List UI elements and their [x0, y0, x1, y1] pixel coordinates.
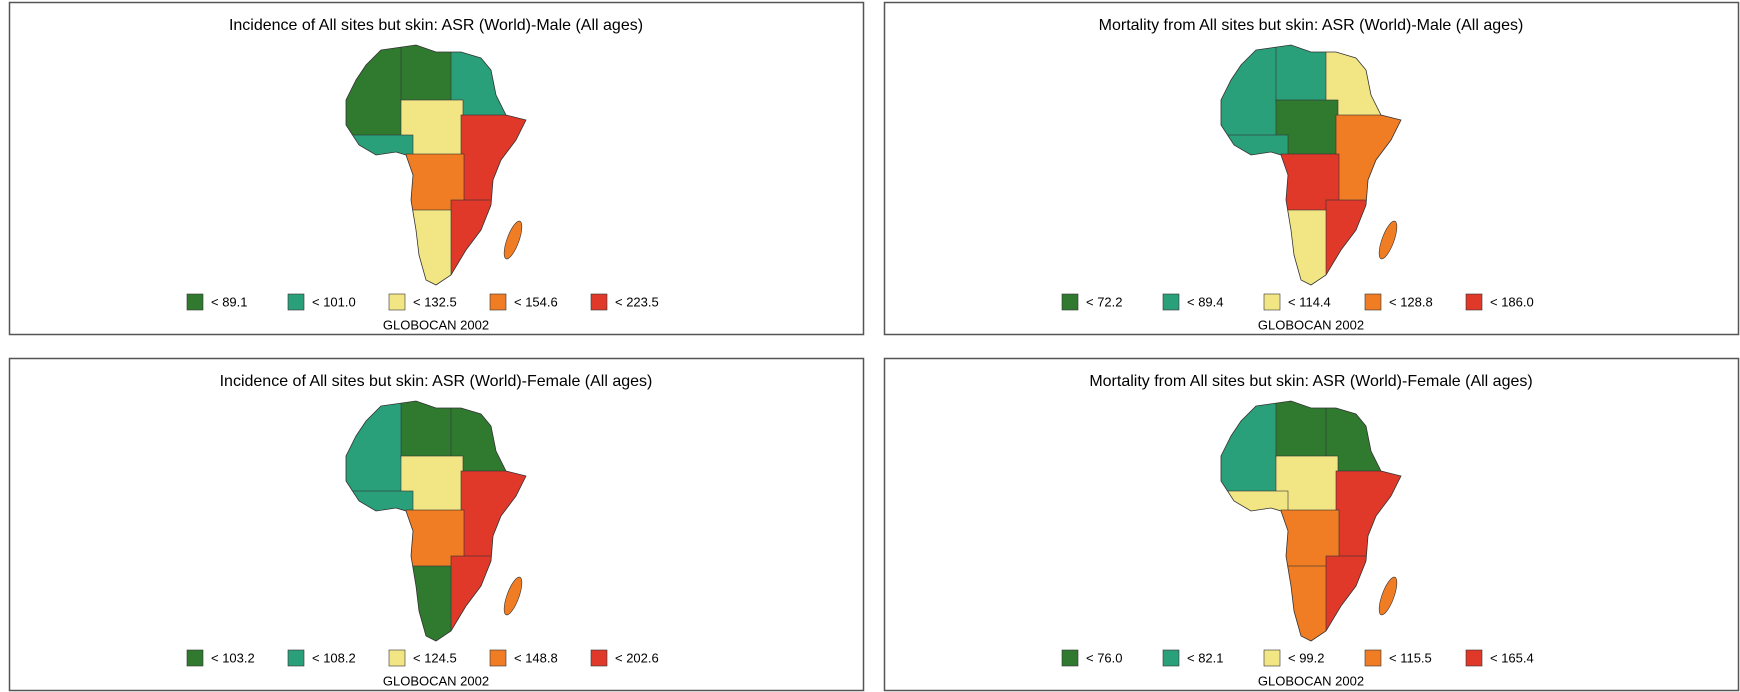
source-label: GLOBOCAN 2002: [1258, 317, 1364, 332]
map-region: [1275, 45, 1329, 103]
legend-label: < 223.5: [615, 294, 659, 309]
legend-swatch: [186, 649, 204, 667]
legend-swatch: [590, 293, 608, 311]
africa-outline: [345, 400, 527, 642]
legend-swatch: [1162, 293, 1180, 311]
legend-label: < 101.0: [312, 294, 356, 309]
panel-title: Incidence of All sites but skin: ASR (Wo…: [229, 17, 643, 34]
legend-swatch: [287, 293, 305, 311]
legend-label: < 72.2: [1086, 294, 1123, 309]
madagascar: [1378, 576, 1398, 616]
legend-label: < 108.2: [312, 650, 356, 665]
legend-label: < 202.6: [615, 650, 659, 665]
legend-swatch: [388, 649, 406, 667]
legend-label: < 89.1: [211, 294, 248, 309]
legend-swatch: [1465, 649, 1483, 667]
panel-title: Mortality from All sites but skin: ASR (…: [1099, 17, 1524, 34]
legend-label: < 186.0: [1490, 294, 1534, 309]
map-region: [400, 401, 454, 459]
africa-map: [345, 400, 527, 642]
legend-swatch: [1465, 293, 1483, 311]
panel-title: Mortality from All sites but skin: ASR (…: [1089, 373, 1532, 390]
legend-label: < 99.2: [1288, 650, 1325, 665]
legend-swatch: [1364, 293, 1382, 311]
legend-label: < 148.8: [514, 650, 558, 665]
legend-swatch: [1061, 649, 1079, 667]
legend-label: < 128.8: [1389, 294, 1433, 309]
legend-swatch: [1061, 293, 1079, 311]
source-label: GLOBOCAN 2002: [1258, 673, 1364, 688]
map-region: [400, 45, 454, 103]
legend-label: < 124.5: [413, 650, 457, 665]
legend-label: < 154.6: [514, 294, 558, 309]
legend-label: < 76.0: [1086, 650, 1123, 665]
legend-swatch: [388, 293, 406, 311]
legend-swatch: [1162, 649, 1180, 667]
madagascar: [503, 576, 523, 616]
map-panel: Incidence of All sites but skin: ASR (Wo…: [8, 1, 865, 336]
legend-swatch: [186, 293, 204, 311]
legend-swatch: [287, 649, 305, 667]
legend-swatch: [1263, 293, 1281, 311]
legend-swatch: [1364, 649, 1382, 667]
legend-label: < 132.5: [413, 294, 457, 309]
legend-label: < 82.1: [1187, 650, 1224, 665]
madagascar: [503, 220, 523, 260]
africa-outline: [345, 44, 527, 286]
africa-outline: [1220, 400, 1402, 642]
map-panel: Mortality from All sites but skin: ASR (…: [883, 357, 1740, 692]
legend-label: < 165.4: [1490, 650, 1534, 665]
legend-swatch: [489, 649, 507, 667]
africa-outline: [1220, 44, 1402, 286]
legend-swatch: [590, 649, 608, 667]
source-label: GLOBOCAN 2002: [383, 673, 489, 688]
legend-swatch: [1263, 649, 1281, 667]
legend-label: < 103.2: [211, 650, 255, 665]
map-panel: Incidence of All sites but skin: ASR (Wo…: [8, 357, 865, 692]
map-panel: Mortality from All sites but skin: ASR (…: [883, 1, 1740, 336]
madagascar: [1378, 220, 1398, 260]
panel-title: Incidence of All sites but skin: ASR (Wo…: [220, 373, 653, 390]
source-label: GLOBOCAN 2002: [383, 317, 489, 332]
legend-label: < 89.4: [1187, 294, 1224, 309]
legend-swatch: [489, 293, 507, 311]
legend-label: < 114.4: [1288, 294, 1331, 309]
legend-label: < 115.5: [1389, 650, 1432, 665]
